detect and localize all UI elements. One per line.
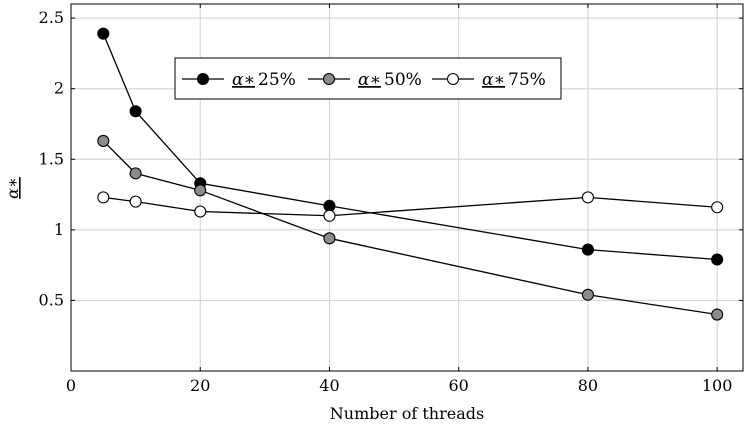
axis-ticks: 0 20 40 60 80 100 0.5 1 1.5 2 2.5 (39, 4, 743, 395)
x-tick-label: 60 (449, 376, 469, 395)
data-point (711, 201, 724, 214)
series-layer (97, 27, 724, 321)
y-tick-label: 1 (54, 220, 64, 239)
data-point (581, 191, 594, 204)
legend-marker (322, 72, 336, 86)
x-tick-label: 100 (702, 376, 733, 395)
plot-frame (70, 3, 744, 372)
data-point (581, 243, 594, 256)
y-axis-title: α∗ (3, 177, 22, 199)
legend-box (174, 57, 562, 100)
series-50pct (97, 134, 724, 321)
x-tick-label: 80 (578, 376, 598, 395)
data-point (194, 184, 207, 197)
x-tick-label: 40 (319, 376, 339, 395)
data-point (129, 167, 142, 180)
legend: α∗ 25% α∗ 50% α∗ 75% (174, 57, 562, 100)
data-point (581, 288, 594, 301)
data-point (129, 195, 142, 208)
x-axis-title: Number of threads (330, 404, 484, 423)
y-tick-label: 0.5 (39, 290, 64, 309)
series-75pct (97, 191, 724, 222)
x-tick-label: 20 (190, 376, 210, 395)
legend-marker (196, 72, 210, 86)
data-point (97, 27, 110, 40)
legend-label: 25% (258, 70, 296, 90)
legend-label: 75% (508, 70, 546, 90)
legend-label: 50% (384, 70, 422, 90)
legend-entry: α∗ 50% (308, 70, 422, 90)
series-line (102, 33, 718, 261)
data-point (97, 134, 110, 147)
legend-symbol: α∗ (232, 70, 255, 90)
data-point (194, 205, 207, 218)
y-tick-label: 2 (54, 79, 64, 98)
y-tick-label: 1.5 (39, 149, 64, 168)
y-tick-label: 2.5 (39, 8, 64, 27)
data-point (323, 209, 336, 222)
legend-symbol: α∗ (482, 70, 505, 90)
legend-symbol: α∗ (358, 70, 381, 90)
data-point (97, 191, 110, 204)
data-point (711, 253, 724, 266)
legend-entry: α∗ 25% (182, 70, 296, 90)
data-point (323, 232, 336, 245)
data-point (711, 308, 724, 321)
series-line (102, 140, 718, 316)
x-tick-label: 0 (66, 376, 76, 395)
legend-marker (446, 72, 460, 86)
data-point (129, 105, 142, 118)
legend-entry: α∗ 75% (432, 70, 546, 90)
